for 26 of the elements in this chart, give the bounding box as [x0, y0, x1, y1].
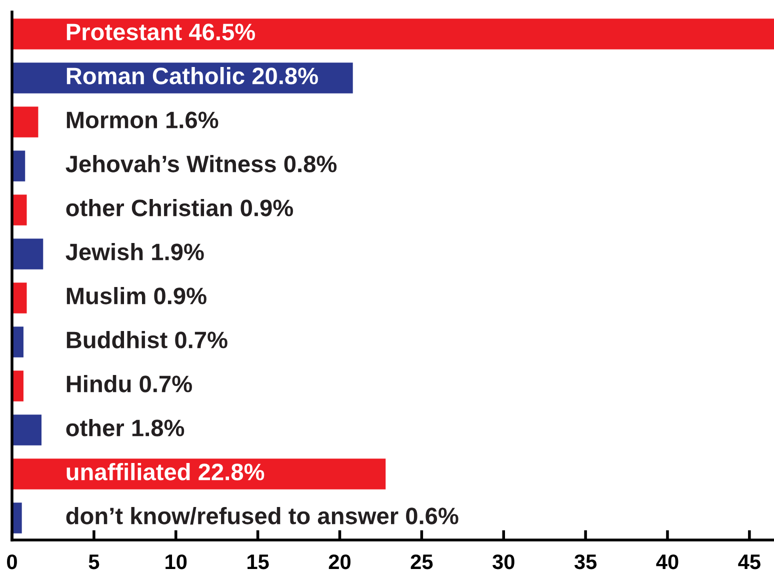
- category-label: Mormon 1.6%: [66, 112, 218, 128]
- bar: [12, 238, 44, 270]
- x-tick-label: 30: [492, 554, 514, 570]
- x-tick-label: 15: [248, 554, 269, 570]
- x-tick-label: 10: [166, 554, 187, 570]
- category-label: unaffiliated 22.8%: [66, 462, 264, 480]
- x-tick-label: 5: [88, 554, 100, 570]
- x-tick-label: 40: [656, 554, 678, 570]
- bar: [12, 106, 38, 138]
- x-tick-label: 25: [410, 554, 433, 570]
- category-label: Roman Catholic 20.8%: [66, 66, 318, 84]
- category-label: Protestant 46.5%: [66, 24, 255, 40]
- category-label: don’t know/refused to answer 0.6%: [66, 506, 458, 525]
- x-tick-label: 0: [7, 554, 17, 570]
- category-label: Jewish 1.9%: [66, 242, 204, 260]
- bar: [12, 18, 774, 50]
- category-label: Buddhist 0.7%: [66, 330, 228, 348]
- category-label: other Christian 0.9%: [66, 198, 294, 216]
- category-label: Jehovah’s Witness 0.8%: [66, 154, 337, 172]
- x-tick-label: 20: [328, 554, 350, 570]
- category-label: Muslim 0.9%: [66, 286, 206, 304]
- x-tick-label: 35: [574, 554, 597, 570]
- category-label: other 1.8%: [66, 418, 184, 436]
- x-tick-label: 45: [738, 554, 760, 570]
- category-label: Hindu 0.7%: [66, 374, 192, 392]
- bar: [12, 414, 42, 446]
